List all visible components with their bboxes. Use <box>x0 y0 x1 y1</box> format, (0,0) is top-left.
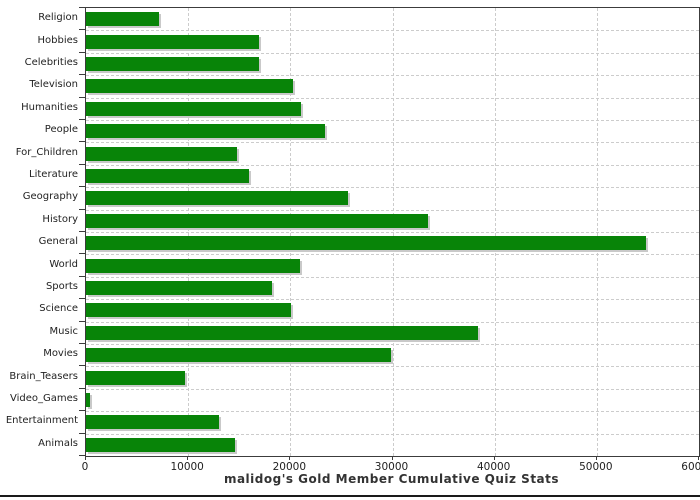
horizontal-gridline <box>86 388 699 390</box>
y-tick-mark <box>79 7 85 8</box>
horizontal-gridline <box>86 433 699 435</box>
category-label: People <box>44 124 78 136</box>
y-tick-mark <box>79 97 85 98</box>
x-tick-mark <box>698 456 699 460</box>
y-tick-mark <box>79 343 85 344</box>
y-tick-mark <box>79 321 85 322</box>
y-tick-mark <box>79 455 85 456</box>
horizontal-gridline <box>86 299 699 301</box>
category-label: Television <box>29 79 78 91</box>
bar <box>86 169 250 183</box>
category-label: For_Children <box>15 146 78 158</box>
horizontal-gridline <box>86 276 699 278</box>
bar <box>86 213 429 228</box>
bar <box>86 101 301 116</box>
x-tick-label: 50000 <box>579 461 613 473</box>
bottom-divider-line <box>0 495 700 497</box>
y-tick-mark <box>79 231 85 232</box>
x-tick-label: 0 <box>81 461 89 473</box>
y-tick-mark <box>79 186 85 187</box>
plot-area <box>85 7 700 457</box>
horizontal-gridline <box>86 366 699 368</box>
y-tick-mark <box>79 365 85 366</box>
horizontal-gridline <box>86 209 699 211</box>
category-label: Religion <box>38 12 78 24</box>
horizontal-gridline <box>86 30 699 32</box>
chart-title: malidog's Gold Member Cumulative Quiz St… <box>223 472 560 486</box>
category-label: Music <box>49 325 78 337</box>
y-tick-mark <box>79 388 85 389</box>
y-tick-mark <box>79 164 85 165</box>
bar <box>86 415 219 430</box>
category-label: Entertainment <box>5 415 78 427</box>
category-label: Hobbies <box>37 34 78 46</box>
horizontal-gridline <box>86 75 699 77</box>
horizontal-gridline <box>86 120 699 121</box>
x-tick-label: 10000 <box>170 461 204 473</box>
horizontal-gridline <box>86 232 699 233</box>
y-tick-mark <box>79 52 85 53</box>
bar <box>86 258 300 273</box>
horizontal-gridline <box>86 321 699 323</box>
y-tick-mark <box>79 141 85 142</box>
y-tick-mark <box>79 410 85 411</box>
y-tick-mark <box>79 253 85 254</box>
y-tick-mark <box>79 276 85 277</box>
horizontal-gridline <box>86 97 699 99</box>
horizontal-gridline <box>86 164 699 166</box>
category-label: History <box>42 213 78 225</box>
horizontal-gridline <box>86 344 699 345</box>
bar <box>86 325 479 340</box>
bar <box>86 57 259 71</box>
x-tick-mark <box>85 456 86 460</box>
bar <box>86 34 259 49</box>
bar <box>86 124 326 139</box>
bar <box>86 370 186 385</box>
category-label: Science <box>39 303 78 315</box>
x-tick-mark <box>595 456 597 460</box>
bar <box>86 393 91 407</box>
x-tick-label: 60000 <box>681 461 700 473</box>
bar <box>86 303 292 318</box>
category-label: Animals <box>38 437 78 449</box>
x-tick-mark <box>493 456 495 460</box>
horizontal-gridline <box>86 411 699 413</box>
category-label: World <box>49 258 78 270</box>
bar <box>86 79 294 94</box>
category-label: Humanities <box>21 101 78 113</box>
x-tick-mark <box>187 456 189 460</box>
x-tick-label: 20000 <box>272 461 307 473</box>
y-axis-category-labels: Religion Hobbies Celebrities Television Huma… <box>0 7 78 455</box>
y-tick-mark <box>79 119 85 120</box>
category-label: Literature <box>29 169 78 180</box>
x-tick-label: 40000 <box>476 461 511 473</box>
horizontal-gridline <box>86 52 699 54</box>
y-tick-mark <box>79 298 85 299</box>
bar <box>86 281 272 295</box>
bar <box>86 437 236 452</box>
x-tick-mark <box>391 456 393 460</box>
bar <box>86 236 646 251</box>
category-label: General <box>38 236 78 248</box>
category-label: Geography <box>22 191 78 203</box>
bar <box>86 348 392 363</box>
y-tick-mark <box>79 29 85 30</box>
y-tick-mark <box>79 433 85 434</box>
horizontal-gridline <box>86 142 699 144</box>
horizontal-gridline <box>86 254 699 256</box>
bar <box>86 191 348 206</box>
x-tick-mark <box>289 456 291 460</box>
y-tick-mark <box>79 209 85 210</box>
bar <box>86 146 238 161</box>
horizontal-gridline <box>86 187 699 189</box>
category-label: Brain_Teasers <box>9 370 78 382</box>
category-label: Movies <box>43 348 78 360</box>
category-label: Video_Games <box>10 393 78 404</box>
bar <box>86 12 159 27</box>
category-label: Celebrities <box>24 57 78 68</box>
y-tick-mark <box>79 74 85 75</box>
category-label: Sports <box>45 281 78 292</box>
x-tick-label: 30000 <box>374 461 409 473</box>
